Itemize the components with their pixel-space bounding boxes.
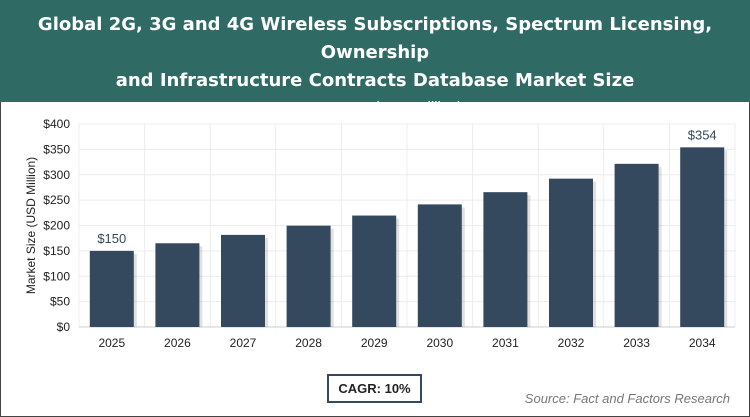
title-line-2: and Infrastructure Contracts Database Ma… <box>115 70 635 91</box>
y-tick-label: $400 <box>43 117 70 131</box>
bar-2026 <box>155 243 200 327</box>
data-label: $354 <box>688 127 717 142</box>
bar-2029 <box>352 215 397 327</box>
y-axis-title: Market Size (USD Million) <box>24 157 38 294</box>
x-tick-label: 2028 <box>295 336 322 350</box>
bar-2031 <box>483 192 528 327</box>
x-tick-label: 2033 <box>623 336 650 350</box>
y-tick-label: $50 <box>50 295 70 309</box>
x-tick-label: 2034 <box>689 336 716 350</box>
bar-2028 <box>286 225 331 327</box>
x-tick-label: 2032 <box>558 336 585 350</box>
bar-2027 <box>221 234 265 327</box>
bar-2032 <box>549 178 593 327</box>
data-label: $150 <box>97 231 126 246</box>
y-tick-label: $100 <box>43 269 70 283</box>
x-tick-label: 2026 <box>164 336 191 350</box>
bar-2033 <box>614 163 659 327</box>
x-tick-label: 2031 <box>492 336 519 350</box>
x-tick-label: 2027 <box>230 336 257 350</box>
cagr-badge: CAGR: 10% <box>327 374 422 403</box>
y-tick-label: $300 <box>43 168 70 182</box>
bar-2025 <box>89 250 134 327</box>
y-tick-label: $350 <box>43 142 70 156</box>
bar-2030 <box>417 204 462 327</box>
source-note: Source: Fact and Factors Research <box>524 391 730 406</box>
x-tick-label: 2029 <box>361 336 388 350</box>
y-tick-label: $150 <box>43 244 70 258</box>
bar-2034 <box>680 147 725 327</box>
chart-header: Global 2G, 3G and 4G Wireless Subscripti… <box>0 0 750 116</box>
y-tick-label: $200 <box>43 219 70 233</box>
x-tick-label: 2025 <box>98 336 125 350</box>
x-tick-label: 2030 <box>426 336 453 350</box>
y-tick-label: $0 <box>57 320 71 334</box>
title-line-1: Global 2G, 3G and 4G Wireless Subscripti… <box>37 14 713 63</box>
chart-title: Global 2G, 3G and 4G Wireless Subscripti… <box>0 0 750 95</box>
y-tick-label: $250 <box>43 193 70 207</box>
chart-subtitle: 2025 - 2034 (USD Million) <box>288 99 462 116</box>
